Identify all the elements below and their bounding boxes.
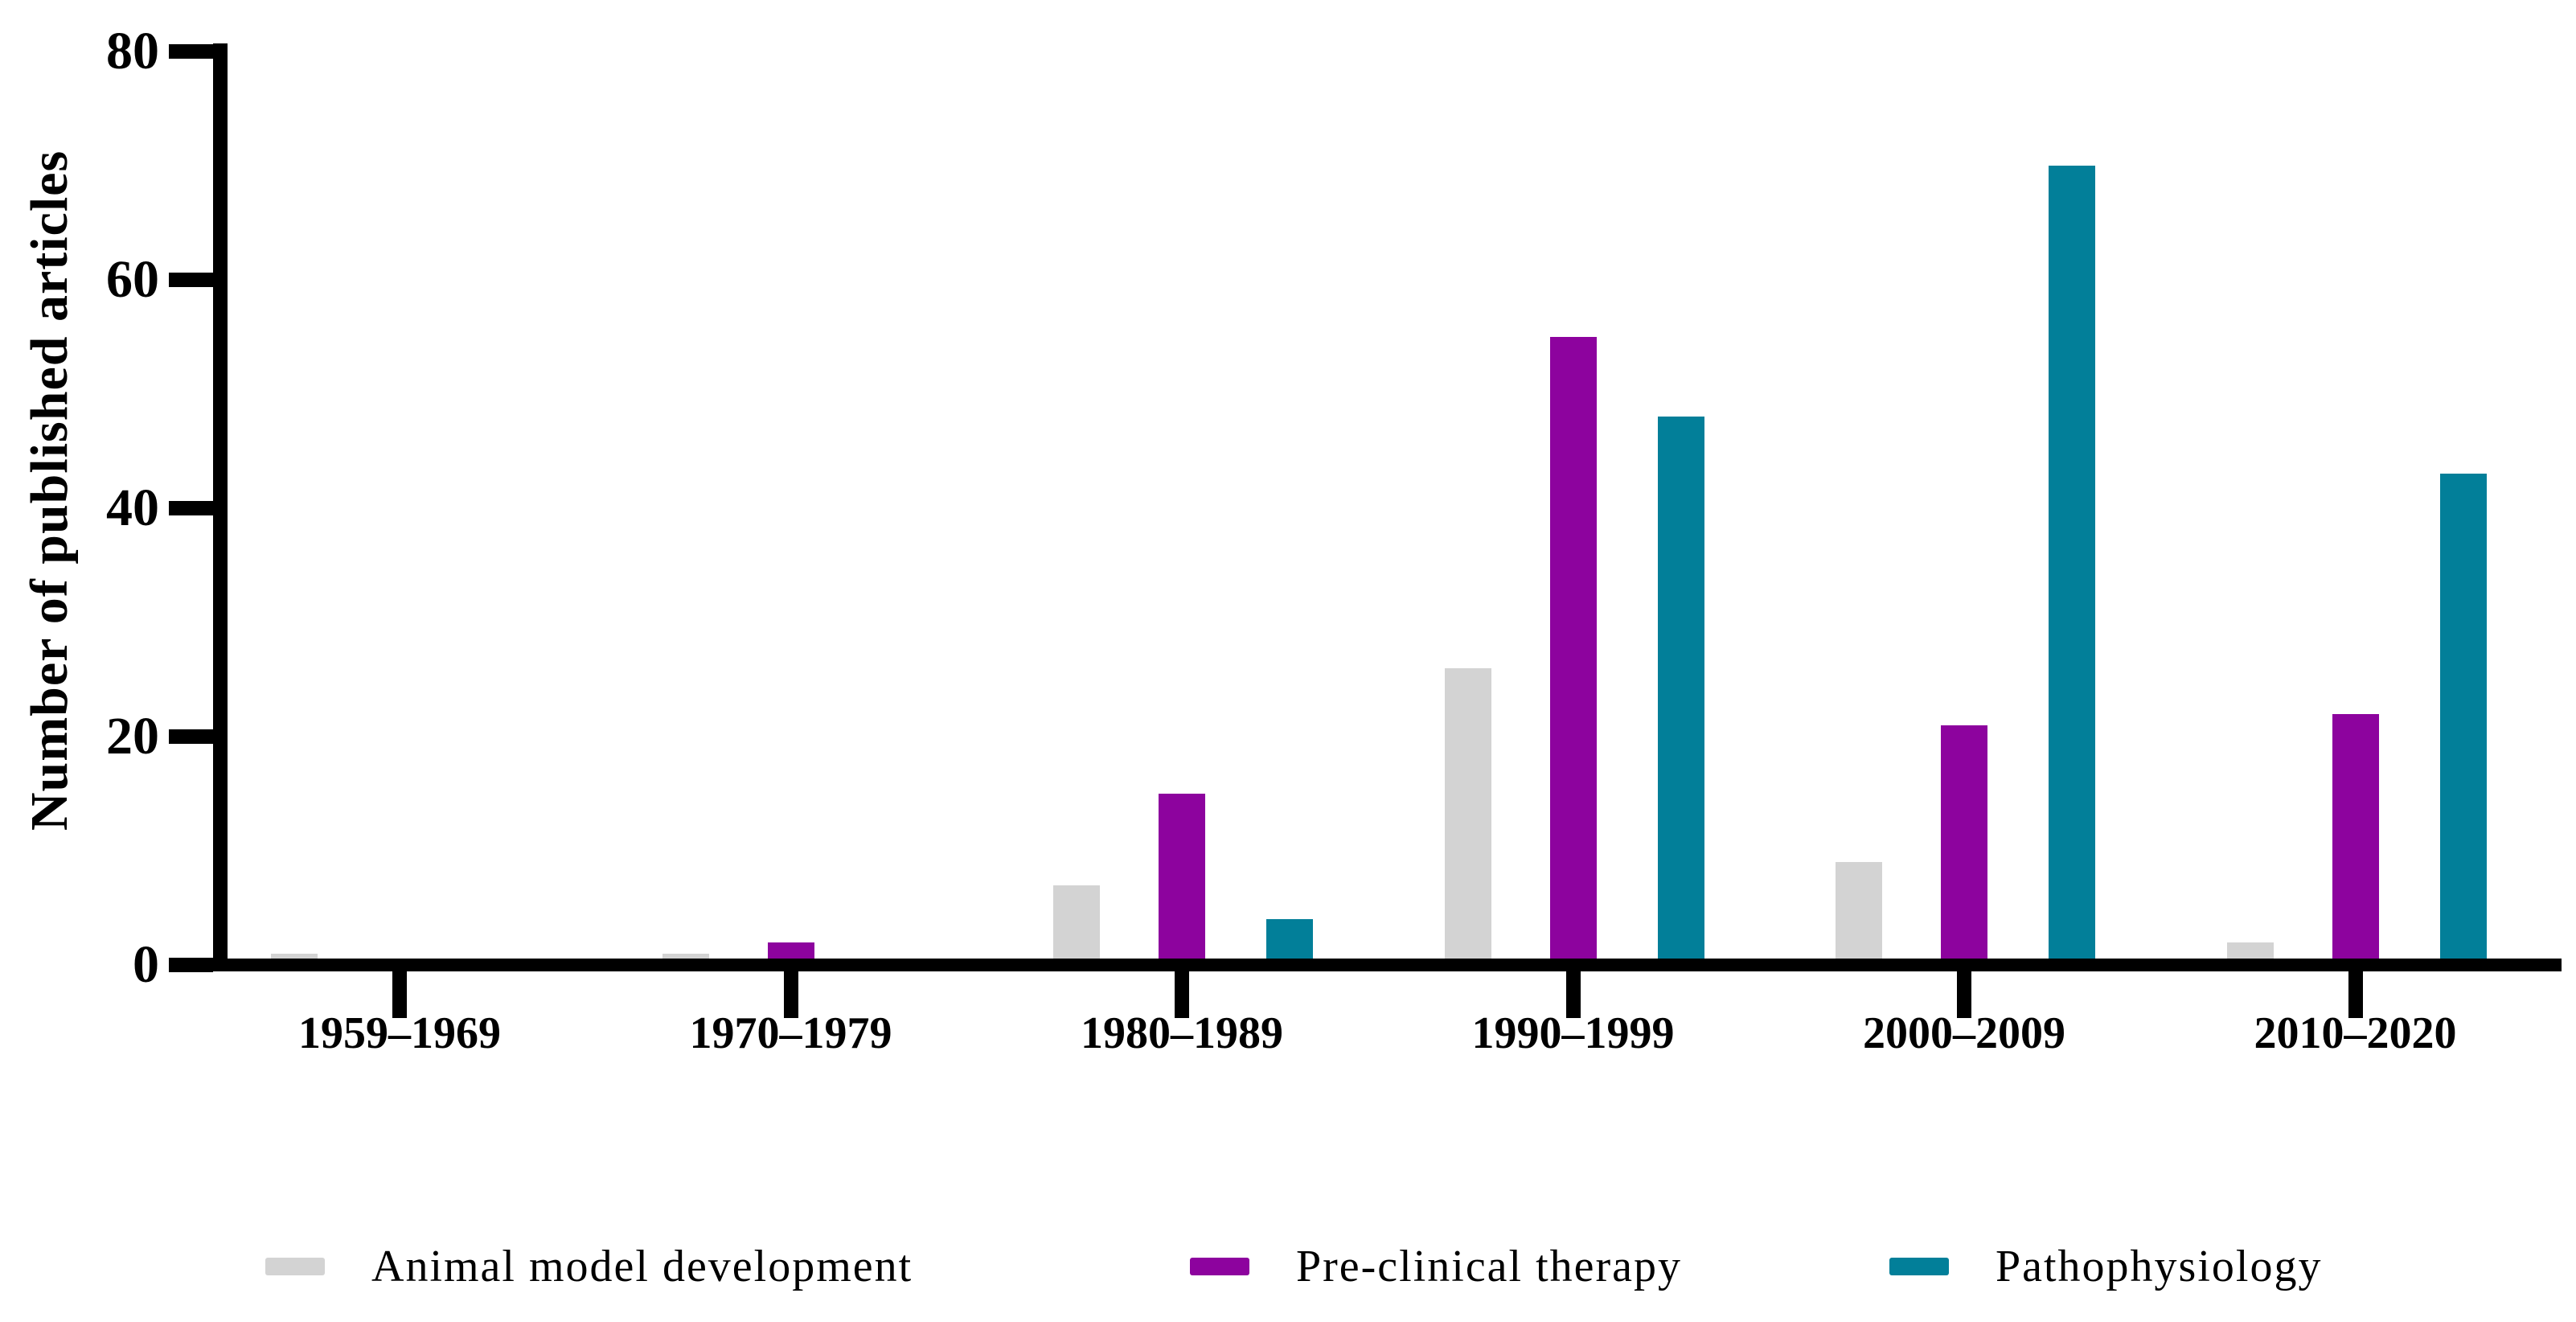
bar-pre-clinical-therapy-5 [1941, 725, 1987, 965]
bar-pre-clinical-therapy-3 [1159, 794, 1205, 965]
y-axis-line [213, 43, 228, 971]
x-axis-tick [783, 971, 798, 1018]
y-axis-tick-label: 80 [106, 22, 159, 80]
y-axis-tick-label: 0 [133, 935, 159, 994]
x-axis-tick [1565, 971, 1581, 1018]
legend-swatch-icon [1190, 1258, 1249, 1275]
x-axis-tick-label: 2010–2020 [2254, 1008, 2457, 1058]
legend-item-animal-model-development: Animal model development [265, 1234, 913, 1299]
legend-swatch-icon [265, 1258, 325, 1275]
legend: Animal model development Pre-clinical the… [0, 1234, 2576, 1299]
y-axis-tick [169, 273, 213, 287]
y-axis-tick [169, 729, 213, 744]
x-axis-tick [1175, 971, 1189, 1018]
y-axis-tick-label: 20 [106, 707, 159, 766]
legend-label: Pre-clinical therapy [1296, 1242, 1683, 1291]
x-axis-tick [2348, 971, 2363, 1018]
x-axis-tick-label: 1970–1979 [689, 1008, 892, 1058]
x-axis-tick-label: 1980–1989 [1081, 1008, 1283, 1058]
y-axis-tick [169, 501, 213, 515]
bar-animal-model-development-3 [1053, 885, 1100, 965]
bar-pathophysiology-5 [2049, 166, 2095, 965]
bar-pathophysiology-6 [2439, 474, 2487, 965]
x-axis-tick-label: 2000–2009 [1863, 1008, 2065, 1058]
legend-swatch-icon [1889, 1258, 1949, 1275]
x-axis-tick-label: 1959–1969 [298, 1008, 501, 1058]
legend-label: Animal model development [371, 1242, 913, 1291]
bar-animal-model-development-5 [1836, 862, 1882, 965]
legend-label: Pathophysiology [1996, 1242, 2323, 1291]
y-axis-tick [169, 44, 213, 59]
bar-pathophysiology-3 [1266, 919, 1313, 965]
y-axis-tick-label: 40 [106, 478, 159, 537]
x-axis-tick-label: 1990–1999 [1471, 1008, 1675, 1058]
legend-item-pathophysiology: Pathophysiology [1889, 1234, 2322, 1299]
bar-pre-clinical-therapy-4 [1549, 337, 1597, 965]
bar-pre-clinical-therapy-6 [2332, 713, 2379, 965]
y-axis-tick [169, 958, 213, 972]
bar-pathophysiology-4 [1657, 417, 1704, 965]
bar-animal-model-development-4 [1444, 667, 1491, 965]
legend-item-pre-clinical-therapy: Pre-clinical therapy [1190, 1234, 1682, 1299]
x-axis-tick [1957, 971, 1971, 1018]
y-axis-tick-label: 60 [106, 250, 159, 309]
x-axis-tick [392, 971, 407, 1018]
x-axis-line [213, 959, 2562, 971]
